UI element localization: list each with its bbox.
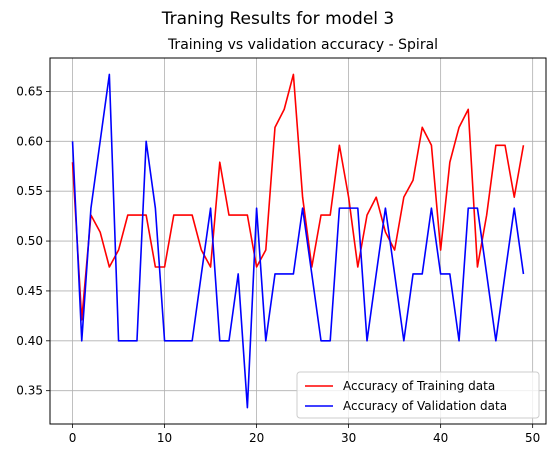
y-tick-label: 0.40 [16, 334, 43, 348]
y-tick-label: 0.55 [16, 184, 43, 198]
y-tick-label: 0.60 [16, 134, 43, 148]
chart-title: Training vs validation accuracy - Spiral [167, 37, 438, 53]
chart-suptitle: Traning Results for model 3 [161, 9, 394, 29]
y-tick-label: 0.50 [16, 234, 43, 248]
x-tick-label: 0 [69, 431, 77, 445]
x-axis-ticks: 0 10 20 30 40 50 [69, 424, 540, 445]
legend: Accuracy of Training data Accuracy of Val… [296, 371, 540, 419]
legend-label-0: Accuracy of Training data [343, 379, 495, 393]
y-tick-label: 0.35 [16, 384, 43, 398]
x-tick-label: 40 [433, 431, 448, 445]
x-tick-label: 20 [249, 431, 264, 445]
x-tick-label: 30 [341, 431, 356, 445]
legend-label-1: Accuracy of Validation data [343, 399, 507, 413]
y-tick-label: 0.65 [16, 84, 43, 98]
y-tick-label: 0.45 [16, 284, 43, 298]
x-tick-label: 10 [157, 431, 172, 445]
series-line-1 [71, 73, 525, 409]
series-line-0 [71, 73, 525, 321]
legend-box [296, 371, 540, 419]
y-axis-ticks: 0.35 0.40 0.45 0.50 0.55 0.60 0.65 [16, 84, 50, 398]
x-tick-label: 50 [525, 431, 540, 445]
series-lines [71, 73, 525, 409]
